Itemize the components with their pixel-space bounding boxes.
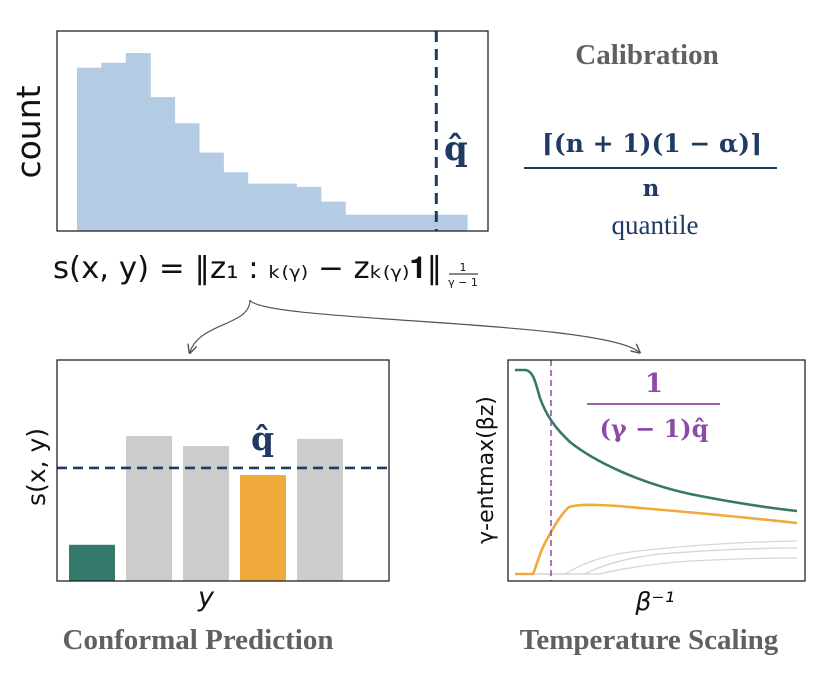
calibration-title: Calibration [575, 39, 718, 71]
arrow-to-temperature [249, 299, 639, 352]
score-bar [183, 446, 229, 581]
histogram-bar [77, 67, 102, 231]
histogram-bar [442, 214, 468, 231]
calibration-panel: count q̂ s(x, y) = ‖z₁ : ₖ₍ᵧ₎ − zₖ₍ᵧ₎𝟏‖ … [9, 30, 489, 289]
histogram-bar [174, 123, 200, 231]
histogram-bar [198, 152, 224, 231]
quantile-caption: quantile [612, 210, 699, 240]
histogram-frame [56, 30, 489, 232]
temperature-formula-denominator: (γ − 1)q̂ [600, 414, 709, 443]
temperature-ylabel: γ-entmax(βz) [474, 396, 499, 544]
histogram-bar [418, 214, 444, 231]
histogram-bar [101, 62, 127, 231]
histogram-bar [272, 183, 297, 231]
conformal-frame [56, 359, 390, 582]
branch-arrows [190, 299, 639, 352]
histogram-bar [247, 183, 273, 231]
score-formula: s(x, y) = ‖z₁ : ₖ₍ᵧ₎ − zₖ₍ᵧ₎𝟏‖ 1 γ − 1 [53, 251, 478, 289]
calibration-description: Calibration ⌈(n + 1)(1 − α)⌉ n quantile [524, 39, 777, 240]
histogram-bar [223, 172, 249, 231]
curve-gray-3 [515, 557, 798, 575]
curve-gray-1 [515, 540, 798, 575]
conformal-xlabel: y [197, 582, 215, 613]
curve-orange [515, 503, 798, 576]
temperature-frame [507, 359, 806, 582]
histogram-bar [296, 186, 322, 231]
temperature-panel: 1 (γ − 1)q̂ γ-entmax(βz) β⁻¹ Temperature… [474, 359, 806, 656]
temperature-formula-numerator: 1 [645, 369, 663, 399]
score-bar [240, 475, 286, 581]
histogram-quantile-marker: q̂ [444, 129, 468, 169]
quantile-formula-denominator: n [643, 175, 660, 202]
conformal-title: Conformal Prediction [63, 624, 334, 656]
temperature-xlabel: β⁻¹ [634, 587, 674, 616]
histogram-bar [393, 214, 419, 231]
histogram-bars [77, 53, 468, 231]
conformal-quantile-marker: q̂ [251, 419, 274, 458]
histogram-bar [345, 214, 371, 231]
score-norm-denominator: γ − 1 [448, 276, 478, 289]
curve-gray-2 [515, 547, 798, 575]
score-bar [297, 438, 343, 581]
histogram-bar [125, 53, 151, 231]
quantile-formula-numerator: ⌈(n + 1)(1 − α)⌉ [542, 129, 762, 158]
histogram-bar [369, 214, 395, 231]
conformal-panel: q̂ s(x, y) y Conformal Prediction [22, 359, 390, 656]
histogram-bar [150, 97, 176, 231]
score-formula-main: s(x, y) = ‖z₁ : ₖ₍ᵧ₎ − zₖ₍ᵧ₎𝟏‖ [53, 251, 442, 286]
curve-teal [515, 368, 798, 513]
score-bar [69, 544, 115, 582]
score-bar [126, 436, 172, 581]
score-bars [69, 436, 343, 582]
histogram-ylabel: count [9, 85, 48, 178]
temperature-title: Temperature Scaling [520, 624, 779, 656]
conformal-ylabel: s(x, y) [22, 428, 51, 506]
arrow-to-conformal [190, 299, 251, 352]
score-norm-numerator: 1 [460, 261, 467, 274]
histogram-bar [320, 201, 346, 231]
